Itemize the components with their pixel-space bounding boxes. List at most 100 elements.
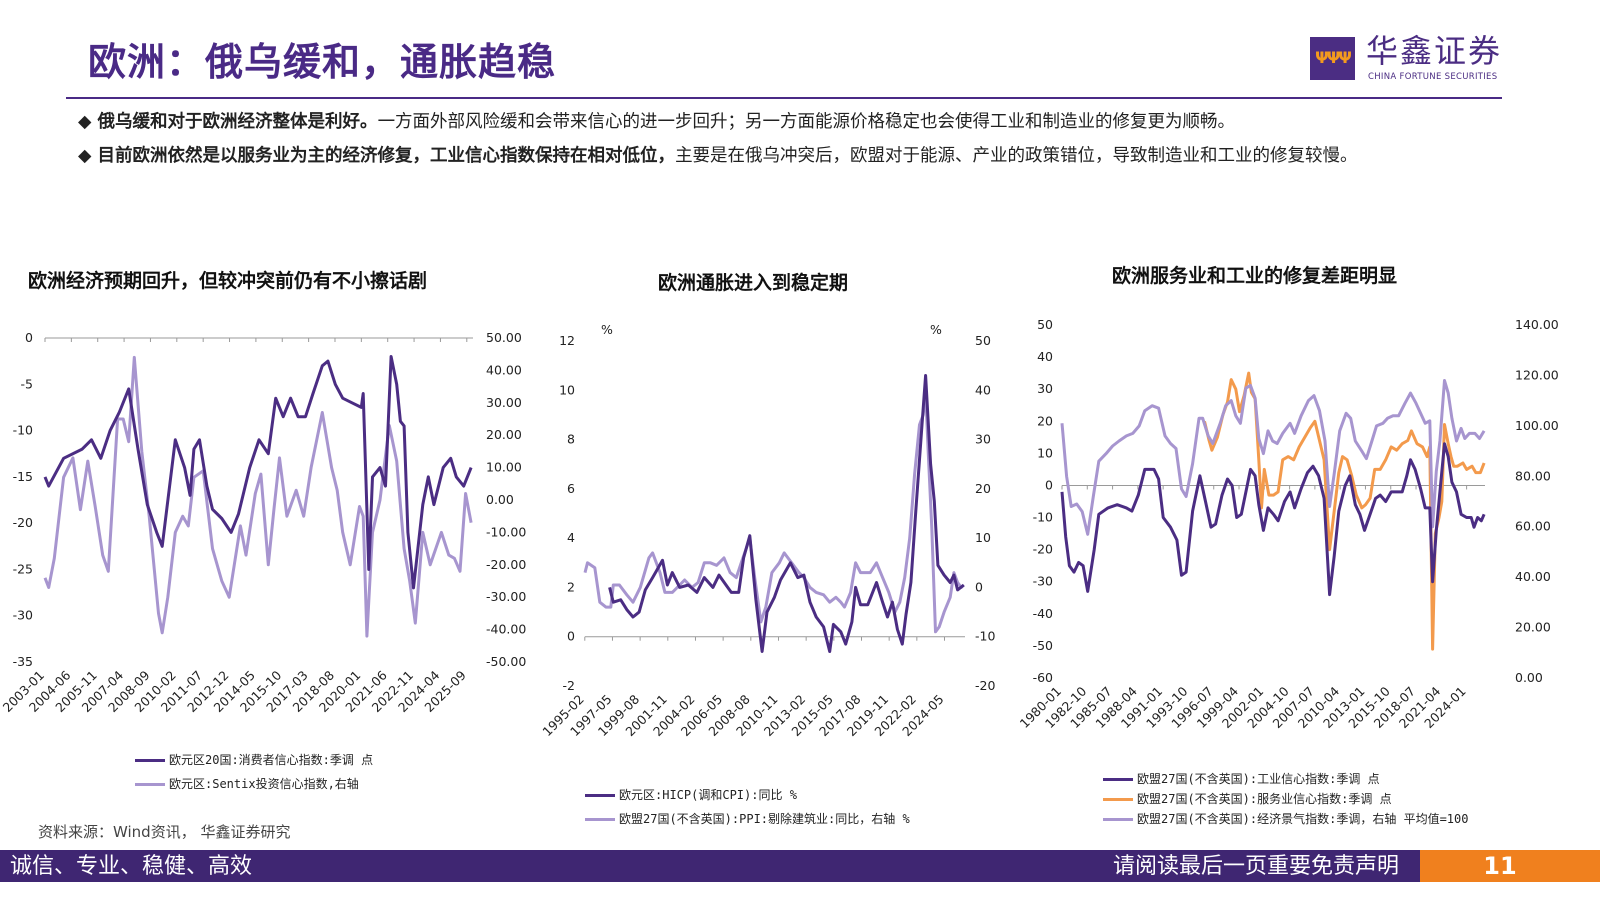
bullet-1: ◆ 俄乌缓和对于欧洲经济整体是利好。一方面外部风险缓和会带来信心的进一步回升；另…: [78, 110, 1235, 134]
chart-1-title: 欧洲经济预期回升，但较冲突前仍有不小擦话剧: [28, 270, 428, 292]
y-right-tick-label: 60.00: [1515, 519, 1551, 534]
chart-2-title: 欧洲通胀进入到稳定期: [658, 272, 849, 294]
legend-swatch: [135, 782, 165, 786]
y-right-tick-label: 40.00: [1515, 569, 1551, 584]
y-left-tick-label: -10: [1033, 510, 1053, 525]
y-left-tick-label: 12: [559, 333, 575, 348]
series-line-1: [608, 374, 965, 653]
y-left-tick-label: 6: [567, 481, 575, 496]
y-left-tick-label: 8: [567, 432, 575, 447]
bullet-1-text: 一方面外部风险缓和会带来信心的进一步回升；另一方面能源价格稳定也会使得工业和制造…: [377, 112, 1236, 132]
y-right-tick-label: 0.00: [486, 492, 514, 507]
legend-item: 欧元区:Sentix投资信心指数,右轴: [135, 776, 359, 792]
y-right-tick-label: 80.00: [1515, 468, 1551, 483]
y-right-tick-label: 0: [975, 579, 983, 594]
bullet-2-bold: ◆ 目前欧洲依然是以服务业为主的经济修复，工业信心指数保持在相对低位，: [78, 146, 676, 166]
chart-3-title: 欧洲服务业和工业的修复差距明显: [1112, 265, 1398, 287]
y-left-tick-label: 0: [25, 330, 33, 345]
y-right-tick-label: 10: [975, 530, 991, 545]
y-left-tick-label: -15: [13, 469, 33, 484]
logo-icon: [1310, 37, 1355, 80]
legend-swatch: [1103, 817, 1133, 821]
y-left-tick-label: 10: [1037, 445, 1053, 460]
legend-label: 欧元区:Sentix投资信心指数,右轴: [169, 777, 359, 791]
y-right-tick-label: 20.00: [486, 427, 522, 442]
legend-swatch: [1103, 797, 1133, 801]
legend-item: 欧元区:HICP(调和CPI):同比 %: [585, 787, 797, 803]
y-right-tick-label: 100.00: [1515, 418, 1559, 433]
y-right-tick-label: -20.00: [486, 557, 526, 572]
y-right-tick-label: 120.00: [1515, 367, 1559, 382]
bullet-2: ◆ 目前欧洲依然是以服务业为主的经济修复，工业信心指数保持在相对低位，主要是在俄…: [78, 144, 1358, 168]
y-right-tick-label: 50.00: [486, 330, 522, 345]
y-left-tick-label: -2: [563, 678, 575, 693]
logo-text: 华鑫证券: [1366, 32, 1503, 70]
logo-subtext: CHINA FORTUNE SECURITIES: [1368, 72, 1498, 82]
bullet-1-bold: ◆ 俄乌缓和对于欧洲经济整体是利好。: [78, 112, 378, 132]
y-left-tick-label: -30: [13, 608, 33, 623]
y-left-tick-label: -50: [1033, 638, 1053, 653]
y-left-tick-label: 20: [1037, 413, 1053, 428]
page-number: 11: [1483, 852, 1517, 880]
y-left-tick-label: 40: [1037, 349, 1053, 364]
legend-swatch: [585, 817, 615, 821]
y-left-tick-label: -25: [13, 561, 33, 576]
y-left-tick-label: -5: [21, 376, 33, 391]
y-right-tick-label: 0.00: [1515, 670, 1543, 685]
series-line-3: [1060, 379, 1486, 536]
legend-label: 欧元区20国:消费者信心指数:季调 点: [169, 753, 374, 767]
y-left-tick-label: 50: [1037, 317, 1053, 332]
y-right-tick-label: 40: [975, 382, 991, 397]
legend-item: 欧元区20国:消费者信心指数:季调 点: [135, 752, 373, 768]
y-right-tick-label: 10.00: [486, 460, 522, 475]
title-divider: [66, 97, 1502, 99]
y-right-tick-label: -10.00: [486, 524, 526, 539]
legend-swatch: [135, 758, 165, 762]
y-left-tick-label: 0: [567, 629, 575, 644]
legend-swatch: [1103, 777, 1133, 781]
y-right-tick-label: -40.00: [486, 622, 526, 637]
page-title: 欧洲：俄乌缓和，通胀趋稳: [88, 40, 557, 84]
y-left-tick-label: -35: [13, 654, 33, 669]
y-left-tick-label: 10: [559, 382, 575, 397]
series-line-1: [1060, 442, 1486, 597]
legend-label: 欧元区:HICP(调和CPI):同比 %: [619, 788, 797, 802]
y-left-tick-label: 4: [567, 530, 575, 545]
page-number-box: [1420, 850, 1600, 882]
y-right-tick-label: 50: [975, 333, 991, 348]
y-left-tick-label: -20: [1033, 542, 1053, 557]
legend-item: 欧盟27国(不含英国):PPI:剔除建筑业:同比，右轴 %: [585, 811, 910, 827]
y-right-tick-label: 20: [975, 481, 991, 496]
legend-item: 欧盟27国(不含英国):工业信心指数:季调 点: [1103, 771, 1380, 787]
logo-emblem-icon: ΨΨΨ: [1315, 48, 1352, 67]
legend-label: 欧盟27国(不含英国):经济景气指数:季调，右轴 平均值=100: [1137, 812, 1469, 826]
y-right-unit: %: [930, 322, 942, 337]
y-right-tick-label: 140.00: [1515, 317, 1559, 332]
y-left-tick-label: 30: [1037, 381, 1053, 396]
y-left-tick-label: -10: [13, 423, 33, 438]
y-left-tick-label: -40: [1033, 606, 1053, 621]
source-note: 资料来源：Wind资讯， 华鑫证券研究: [38, 823, 291, 841]
legend-label: 欧盟27国(不含英国):工业信心指数:季调 点: [1137, 772, 1380, 786]
y-left-tick-label: -20: [13, 515, 33, 530]
y-right-tick-label: 20.00: [1515, 620, 1551, 635]
y-left-unit: %: [601, 322, 613, 337]
y-right-tick-label: 30.00: [486, 395, 522, 410]
legend-label: 欧盟27国(不含英国):PPI:剔除建筑业:同比，右轴 %: [619, 812, 910, 826]
y-left-tick-label: 0: [1045, 477, 1053, 492]
footer-motto: 诚信、专业、稳健、高效: [10, 854, 253, 879]
y-right-tick-label: -20: [975, 678, 995, 693]
y-right-tick-label: 30: [975, 432, 991, 447]
legend-swatch: [585, 793, 615, 797]
bullet-2-text: 主要是在俄乌冲突后，欧盟对于能源、产业的政策错位，导致制造业和工业的修复较慢。: [675, 146, 1358, 166]
y-left-tick-label: -60: [1033, 670, 1053, 685]
footer-bar: [0, 850, 1600, 882]
y-left-tick-label: 2: [567, 579, 575, 594]
y-right-tick-label: 40.00: [486, 362, 522, 377]
legend-label: 欧盟27国(不含英国):服务业信心指数:季调 点: [1137, 792, 1392, 806]
y-right-tick-label: -10: [975, 629, 995, 644]
footer-disclaimer: 请阅读最后一页重要免责声明: [1113, 854, 1400, 879]
legend-item: 欧盟27国(不含英国):经济景气指数:季调，右轴 平均值=100: [1103, 811, 1468, 827]
y-right-tick-label: -50.00: [486, 654, 526, 669]
